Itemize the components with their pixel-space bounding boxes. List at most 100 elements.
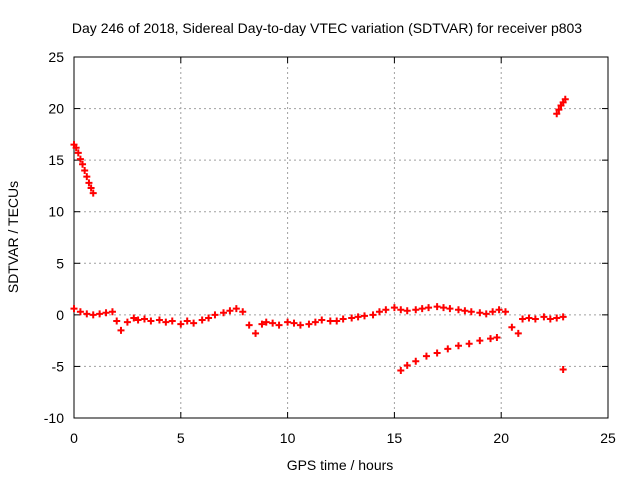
data-point	[211, 311, 219, 319]
data-point	[89, 311, 97, 319]
data-point	[123, 318, 131, 326]
data-point	[501, 308, 509, 316]
data-point	[561, 95, 569, 103]
data-point	[465, 340, 473, 348]
data-point	[418, 305, 426, 313]
data-point	[519, 315, 527, 323]
data-point	[531, 315, 539, 323]
data-point	[162, 318, 170, 326]
y-tick-label: -10	[44, 410, 64, 426]
data-point	[296, 321, 304, 329]
x-tick-label: 0	[70, 430, 78, 446]
data-point	[339, 315, 347, 323]
data-point	[382, 306, 390, 314]
data-point	[311, 318, 319, 326]
series-early-high-arc	[70, 141, 97, 197]
y-tick-label: -5	[52, 358, 65, 374]
data-point	[190, 319, 198, 327]
data-point	[74, 149, 82, 157]
data-point	[476, 309, 484, 317]
data-point	[454, 306, 462, 314]
data-point	[96, 310, 104, 318]
x-tick-label: 15	[387, 430, 403, 446]
data-point	[262, 318, 270, 326]
data-point	[168, 317, 176, 325]
data-point	[81, 166, 89, 174]
series-isolated-point	[559, 366, 567, 374]
data-point	[508, 323, 516, 331]
data-point	[108, 308, 116, 316]
data-point	[134, 316, 142, 324]
chart-title: Day 246 of 2018, Sidereal Day-to-day VTE…	[72, 20, 582, 36]
data-point	[360, 312, 368, 320]
data-point	[70, 305, 78, 313]
data-point	[89, 189, 97, 197]
data-point	[403, 307, 411, 315]
data-point	[79, 160, 87, 168]
x-tick-label: 25	[600, 430, 616, 446]
y-axis-label: SDTVAR / TECUs	[5, 181, 21, 293]
data-point	[354, 313, 362, 321]
data-point	[495, 306, 503, 314]
data-point	[113, 317, 121, 325]
data-point	[239, 308, 247, 316]
data-point	[476, 337, 484, 345]
data-point	[454, 342, 462, 350]
data-point	[412, 306, 420, 314]
data-point	[83, 310, 91, 318]
data-point	[140, 315, 148, 323]
data-point	[425, 304, 433, 312]
data-point	[232, 305, 240, 313]
data-point	[467, 308, 475, 316]
data-point	[375, 308, 383, 316]
x-tick-label: 5	[177, 430, 185, 446]
series-main-near-zero	[70, 303, 567, 337]
data-point	[403, 361, 411, 369]
data-point	[348, 314, 356, 322]
data-point	[553, 110, 561, 118]
data-point	[440, 304, 448, 312]
data-point	[461, 307, 469, 315]
data-point	[147, 317, 155, 325]
data-point	[87, 184, 95, 192]
x-axis-label: GPS time / hours	[287, 457, 394, 473]
data-point	[397, 367, 405, 375]
data-point	[444, 345, 452, 353]
data-point	[83, 173, 91, 181]
data-point	[130, 314, 138, 322]
data-point	[546, 315, 554, 323]
plot-frame	[73, 56, 609, 419]
y-tick-label: 5	[56, 255, 64, 271]
grid-layer	[74, 57, 608, 418]
data-point	[433, 303, 441, 311]
data-point	[369, 311, 377, 319]
data-point	[493, 334, 501, 342]
x-tick-label: 10	[280, 430, 296, 446]
data-point	[446, 305, 454, 313]
data-point	[220, 309, 228, 317]
data-point	[198, 316, 206, 324]
data-point	[76, 155, 84, 163]
data-point	[540, 313, 548, 321]
data-point	[252, 329, 260, 337]
y-tick-label: 0	[56, 307, 64, 323]
data-point	[269, 319, 277, 327]
data-point	[177, 320, 185, 328]
data-point	[284, 318, 292, 326]
data-point	[290, 319, 298, 327]
y-tick-label: 25	[48, 49, 64, 65]
x-tick-label: 20	[493, 430, 509, 446]
data-point	[433, 349, 441, 357]
data-point	[76, 308, 84, 316]
data-point	[183, 317, 191, 325]
data-point	[318, 316, 326, 324]
data-point	[245, 321, 253, 329]
series-late-negative-rise	[397, 334, 501, 375]
data-point	[559, 366, 567, 374]
data-point	[305, 320, 313, 328]
series-late-high-arc	[553, 95, 569, 118]
y-tick-label: 10	[48, 204, 64, 220]
